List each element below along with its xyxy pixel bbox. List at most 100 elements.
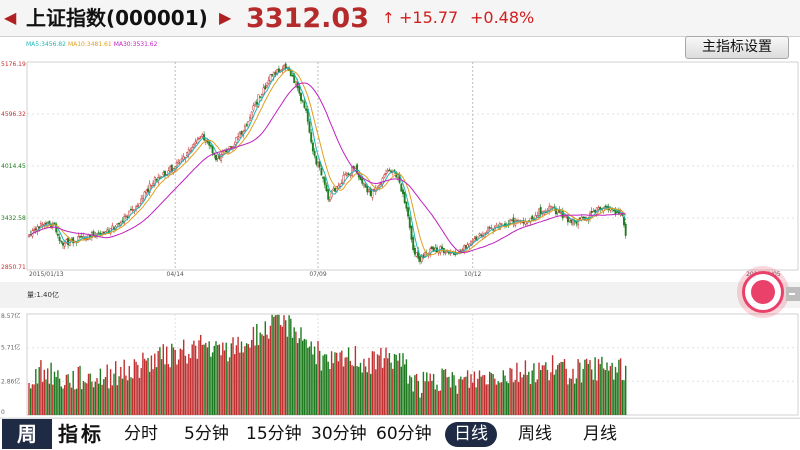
period-daily[interactable]: 日线 (445, 422, 497, 447)
volume-bar (261, 334, 263, 415)
volume-bar (448, 376, 450, 415)
volume-series (28, 314, 627, 415)
volume-bar (319, 350, 321, 415)
volume-bar (562, 361, 564, 415)
volume-bar (210, 356, 212, 415)
volume-bar (41, 382, 44, 415)
candle-body (429, 248, 432, 255)
candle-body (407, 207, 410, 217)
volume-bar (111, 385, 113, 415)
volume-bar (62, 388, 64, 415)
volume-bar (589, 360, 591, 415)
volume-bar (130, 377, 132, 415)
candle-body (334, 187, 336, 192)
volume-bar (378, 355, 380, 415)
period-15min[interactable]: 15分钟 (246, 424, 302, 444)
volume-bar (104, 376, 107, 415)
volume-bar (606, 362, 608, 415)
price-axis-label: 2850.71 (1, 264, 26, 271)
candle-body (208, 141, 211, 146)
volume-bar (594, 357, 596, 415)
volume-bar (290, 318, 292, 415)
candle-body (383, 174, 386, 178)
volume-bar (155, 367, 158, 415)
candle-body (405, 201, 408, 209)
volume-bar (495, 384, 498, 415)
date-axis-label: 04/14 (167, 271, 184, 278)
main-indicator-settings-button[interactable]: 主指标设置 (685, 36, 789, 59)
candle-body (385, 173, 387, 175)
volume-bar (354, 346, 357, 415)
previous-stock-arrow[interactable]: ◀ (4, 8, 17, 27)
collapse-handle-icon[interactable] (786, 287, 800, 301)
volume-bar (516, 362, 518, 415)
candle-body (597, 207, 600, 210)
candle-body (480, 234, 483, 236)
volume-label: 量:1.40亿 (27, 290, 59, 299)
volume-bar (121, 378, 124, 415)
volume-bar (296, 343, 299, 415)
volume-bar (160, 359, 163, 415)
candle-body (225, 150, 228, 153)
candle-body (130, 208, 132, 211)
candle-body (257, 94, 260, 107)
volume-bar (351, 365, 353, 415)
volume-bar (223, 350, 226, 415)
candle-body (366, 186, 369, 193)
period-monthly[interactable]: 月线 (583, 424, 617, 444)
volume-bar (96, 378, 98, 415)
volume-bar (466, 370, 469, 415)
candle-body (449, 252, 452, 254)
candle-body (420, 256, 423, 262)
candle-body (410, 225, 413, 240)
header-divider (0, 36, 800, 37)
volume-bar (286, 336, 289, 415)
volume-bar (101, 384, 103, 415)
volume-bar (625, 365, 627, 415)
volume-bar (145, 360, 147, 415)
candle-body (592, 210, 595, 213)
volume-bar (74, 389, 76, 415)
period-weekly[interactable]: 周线 (518, 424, 552, 444)
index-title: 上证指数(000001) (26, 6, 208, 30)
volume-bar (506, 381, 508, 415)
volume-bar (79, 365, 81, 415)
volume-bar (545, 362, 547, 415)
candle-body (97, 232, 100, 234)
volume-bar (305, 339, 307, 415)
period-5min[interactable]: 5分钟 (184, 424, 229, 444)
candle-body (339, 183, 342, 187)
volume-bar (198, 340, 200, 415)
candle-body (162, 172, 165, 176)
candle-body (590, 210, 593, 213)
volume-bar (477, 378, 479, 415)
candle-body (179, 159, 182, 164)
candle-body (444, 252, 447, 254)
candle-body (60, 240, 63, 243)
next-stock-arrow[interactable]: ▶ (219, 8, 232, 27)
volume-bar (534, 382, 537, 415)
floating-record-button[interactable] (737, 266, 789, 318)
record-dot-icon (751, 280, 775, 304)
candle-body (124, 215, 127, 217)
period-30min[interactable]: 30分钟 (311, 424, 367, 444)
volume-bar (497, 381, 499, 415)
candle-body (201, 134, 204, 137)
volume-bar (89, 373, 91, 415)
period-intraday[interactable]: 分时 (124, 424, 158, 444)
volume-bar (412, 391, 414, 415)
volume-bar (414, 375, 416, 415)
volume-bar (254, 345, 256, 415)
indicator-tab[interactable]: 指标 (58, 422, 104, 446)
volume-bar (53, 371, 56, 415)
candle-body (34, 228, 37, 231)
week-tab[interactable]: 周 (2, 419, 52, 449)
volume-bar (283, 315, 285, 415)
volume-bar (174, 349, 176, 415)
candle-body (150, 184, 153, 187)
period-60min[interactable]: 60分钟 (376, 424, 432, 444)
volume-bar (359, 362, 362, 415)
volume-bar (108, 388, 110, 415)
candle-body (471, 241, 474, 243)
